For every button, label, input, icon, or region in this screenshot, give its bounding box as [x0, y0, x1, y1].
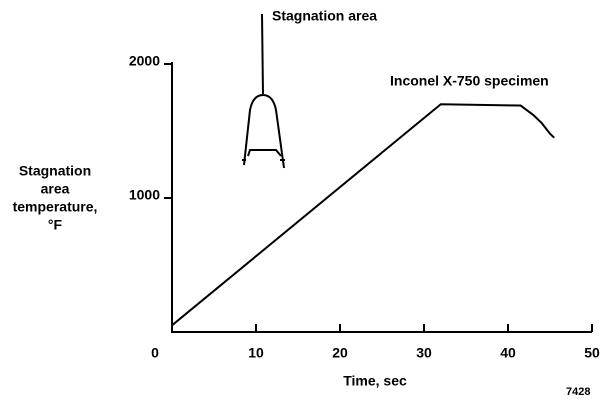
x-tick-label: 50	[584, 345, 600, 361]
annotation: Stagnation area	[272, 8, 377, 24]
y-axis-title: Stagnation	[19, 163, 91, 179]
x-tick-label: 40	[500, 345, 516, 361]
specimen-sketch	[242, 14, 285, 168]
x-tick-label: 20	[332, 345, 348, 361]
specimen-outline	[244, 95, 284, 168]
chart: Stagnation area Inconel X-750 specimen 7…	[0, 0, 610, 404]
data-line	[172, 104, 554, 325]
y-axis-title: °F	[48, 217, 63, 233]
figure-number: 7428	[566, 386, 590, 398]
y-axis-title: area	[41, 181, 70, 197]
y-tick-label: 1000	[129, 187, 160, 203]
x-axis-title: Time, sec	[343, 373, 407, 389]
series-label: Inconel X-750 specimen	[390, 73, 549, 89]
leader-line	[262, 14, 263, 95]
x-tick-label: 0	[151, 345, 159, 361]
y-tick-label: 2000	[129, 53, 160, 69]
specimen-base	[248, 150, 281, 156]
x-tick-label: 10	[248, 345, 264, 361]
y-axis-title: temperature,	[13, 199, 98, 215]
x-tick-label: 30	[416, 345, 432, 361]
